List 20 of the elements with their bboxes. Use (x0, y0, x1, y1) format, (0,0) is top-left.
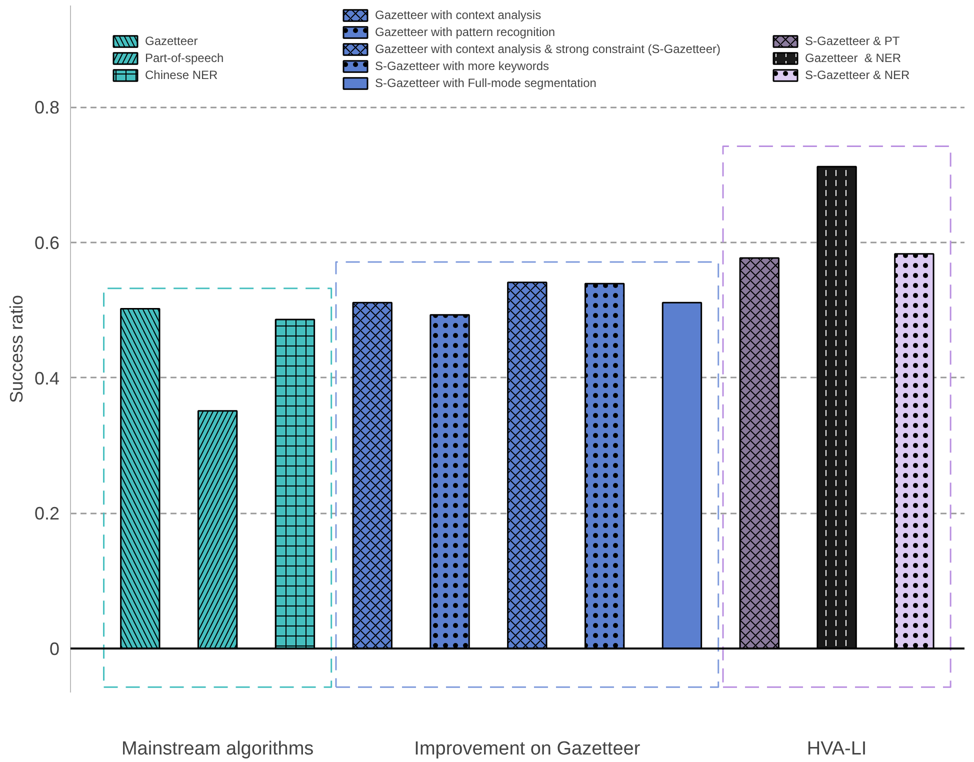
x-tick-label: HVA-LI (806, 738, 867, 760)
legend-label: Gazetteer with pattern recognition (375, 25, 556, 39)
legend-label: S-Gazetteer & PT (805, 34, 900, 48)
legend-label: Gazetteer (145, 34, 198, 48)
legend-label: Part-of-speech (145, 51, 224, 65)
x-tick-label: Mainstream algorithms (121, 738, 314, 760)
y-tick-label: 0.2 (34, 504, 60, 524)
legend-label: Gazetteer & NER (805, 51, 902, 65)
legend-label: Chinese NER (145, 68, 218, 82)
y-tick-label: 0.8 (34, 98, 60, 118)
y-axis-title: Success ratio (6, 294, 26, 404)
y-tick-label: 0 (49, 639, 60, 660)
legend-label: S-Gazetteer with more keywords (375, 59, 550, 73)
y-tick-label: 0.6 (34, 232, 60, 253)
legend-label: Gazetteer with context analysis (375, 8, 542, 22)
x-tick-label: Improvement on Gazetteer (414, 738, 641, 760)
legend-label: Gazetteer with context analysis & strong constraint (S-Gazetteer) (375, 42, 720, 56)
legend-label: S-Gazetteer with Full-mode segmentation (375, 76, 596, 90)
y-tick-label: 0.4 (34, 368, 60, 388)
legend-label: S-Gazetteer & NER (805, 68, 910, 82)
